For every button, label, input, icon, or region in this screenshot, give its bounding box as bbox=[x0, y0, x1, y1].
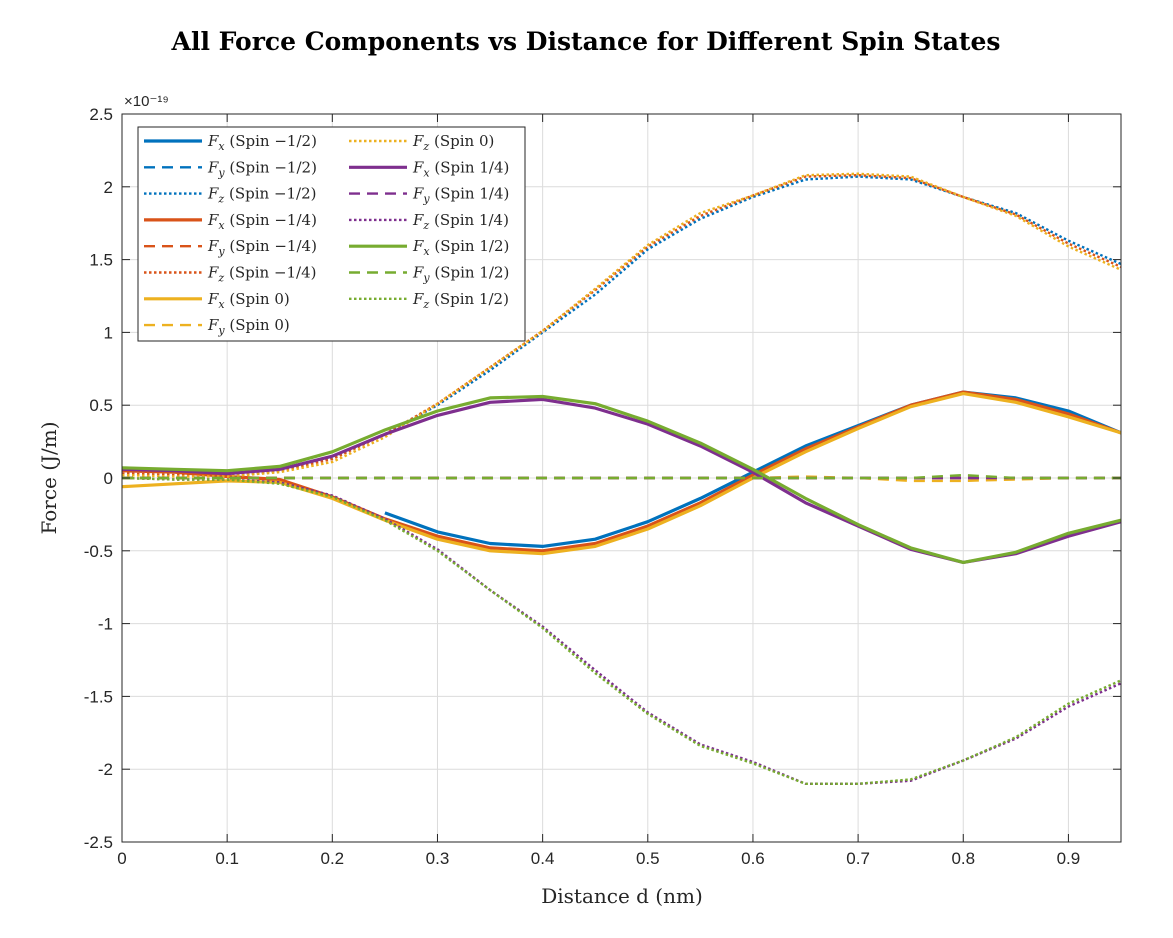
x-tick-label: 0.4 bbox=[531, 849, 555, 868]
y-tick-label: 0 bbox=[104, 469, 113, 488]
y-exponent-label: ×10⁻¹⁹ bbox=[124, 93, 169, 110]
y-tick-label: 1.5 bbox=[89, 251, 113, 270]
plot-area: 0 0.1 0.2 0.3 0.4 0.5 0.6 0.7 0.8 0.9 -2.5 -2 -1.5 -1… bbox=[84, 105, 1122, 868]
legend-entry-label: Fz (Spin 0) bbox=[412, 132, 494, 153]
x-tick-label: 0.3 bbox=[426, 849, 450, 868]
y-axis-label: Force (J/m) bbox=[37, 421, 61, 534]
y-tick-label: -1 bbox=[98, 615, 113, 634]
legend: Fx (Spin −1/2) Fy (Spin −1/2) Fz (Spin −1/… bbox=[137, 126, 526, 342]
ticks: 0 0.1 0.2 0.3 0.4 0.5 0.6 0.7 0.8 0.9 -2.5 -2 -1.5 -1… bbox=[84, 105, 1121, 868]
x-tick-label: 0.8 bbox=[951, 849, 975, 868]
legend-box bbox=[137, 126, 526, 342]
y-tick-label: 0.5 bbox=[89, 396, 113, 415]
x-tick-label: 0.6 bbox=[741, 849, 765, 868]
y-tick-label: -2.5 bbox=[84, 833, 113, 852]
legend-entry-label: Fx (Spin −1/2) bbox=[207, 132, 317, 153]
y-tick-label: 2.5 bbox=[89, 105, 113, 124]
series-layer bbox=[121, 172, 1122, 785]
y-tick-label: -0.5 bbox=[84, 542, 113, 561]
y-tick-label: -2 bbox=[98, 760, 113, 779]
legend-entry-label: Fy (Spin 1/2) bbox=[412, 264, 509, 285]
x-tick-label: 0 bbox=[117, 849, 126, 868]
legend-entry-label: Fx (Spin 1/2) bbox=[412, 237, 509, 258]
legend-entry-label: Fy (Spin −1/2) bbox=[207, 158, 317, 179]
legend-entry-label: Fy (Spin 1/4) bbox=[412, 185, 509, 206]
series-line-12 bbox=[121, 394, 1122, 564]
x-tick-label: 0.5 bbox=[636, 849, 660, 868]
legend-entry-label: Fx (Spin 0) bbox=[207, 290, 290, 311]
legend-entry-label: Fy (Spin 0) bbox=[207, 316, 290, 337]
legend-entry-label: Fz (Spin 1/4) bbox=[412, 211, 509, 232]
chart-title: All Force Components vs Distance for Dif… bbox=[171, 27, 1001, 56]
x-tick-label: 0.7 bbox=[846, 849, 870, 868]
x-tick-label: 0.2 bbox=[320, 849, 344, 868]
legend-entry-label: Fx (Spin 1/4) bbox=[412, 158, 509, 179]
series-line-11 bbox=[121, 476, 1122, 785]
legend-entry-label: Fz (Spin −1/2) bbox=[207, 185, 317, 206]
series-line-13 bbox=[122, 473, 1121, 480]
y-tick-label: -1.5 bbox=[84, 687, 113, 706]
series-line-5 bbox=[121, 174, 1122, 478]
series-line-8 bbox=[121, 172, 1122, 478]
legend-entry-label: Fz (Spin 1/2) bbox=[412, 290, 509, 311]
series-line-14 bbox=[121, 476, 1122, 785]
legend-entry-label: Fx (Spin −1/4) bbox=[207, 211, 317, 232]
x-tick-label: 0.1 bbox=[215, 849, 239, 868]
legend-entry-label: Fz (Spin −1/4) bbox=[207, 264, 317, 285]
y-tick-label: 1 bbox=[104, 323, 113, 342]
x-tick-label: 0.9 bbox=[1057, 849, 1081, 868]
x-axis-label: Distance d (nm) bbox=[541, 884, 703, 908]
y-tick-label: 2 bbox=[104, 178, 113, 197]
legend-entry-label: Fy (Spin −1/4) bbox=[207, 237, 317, 258]
